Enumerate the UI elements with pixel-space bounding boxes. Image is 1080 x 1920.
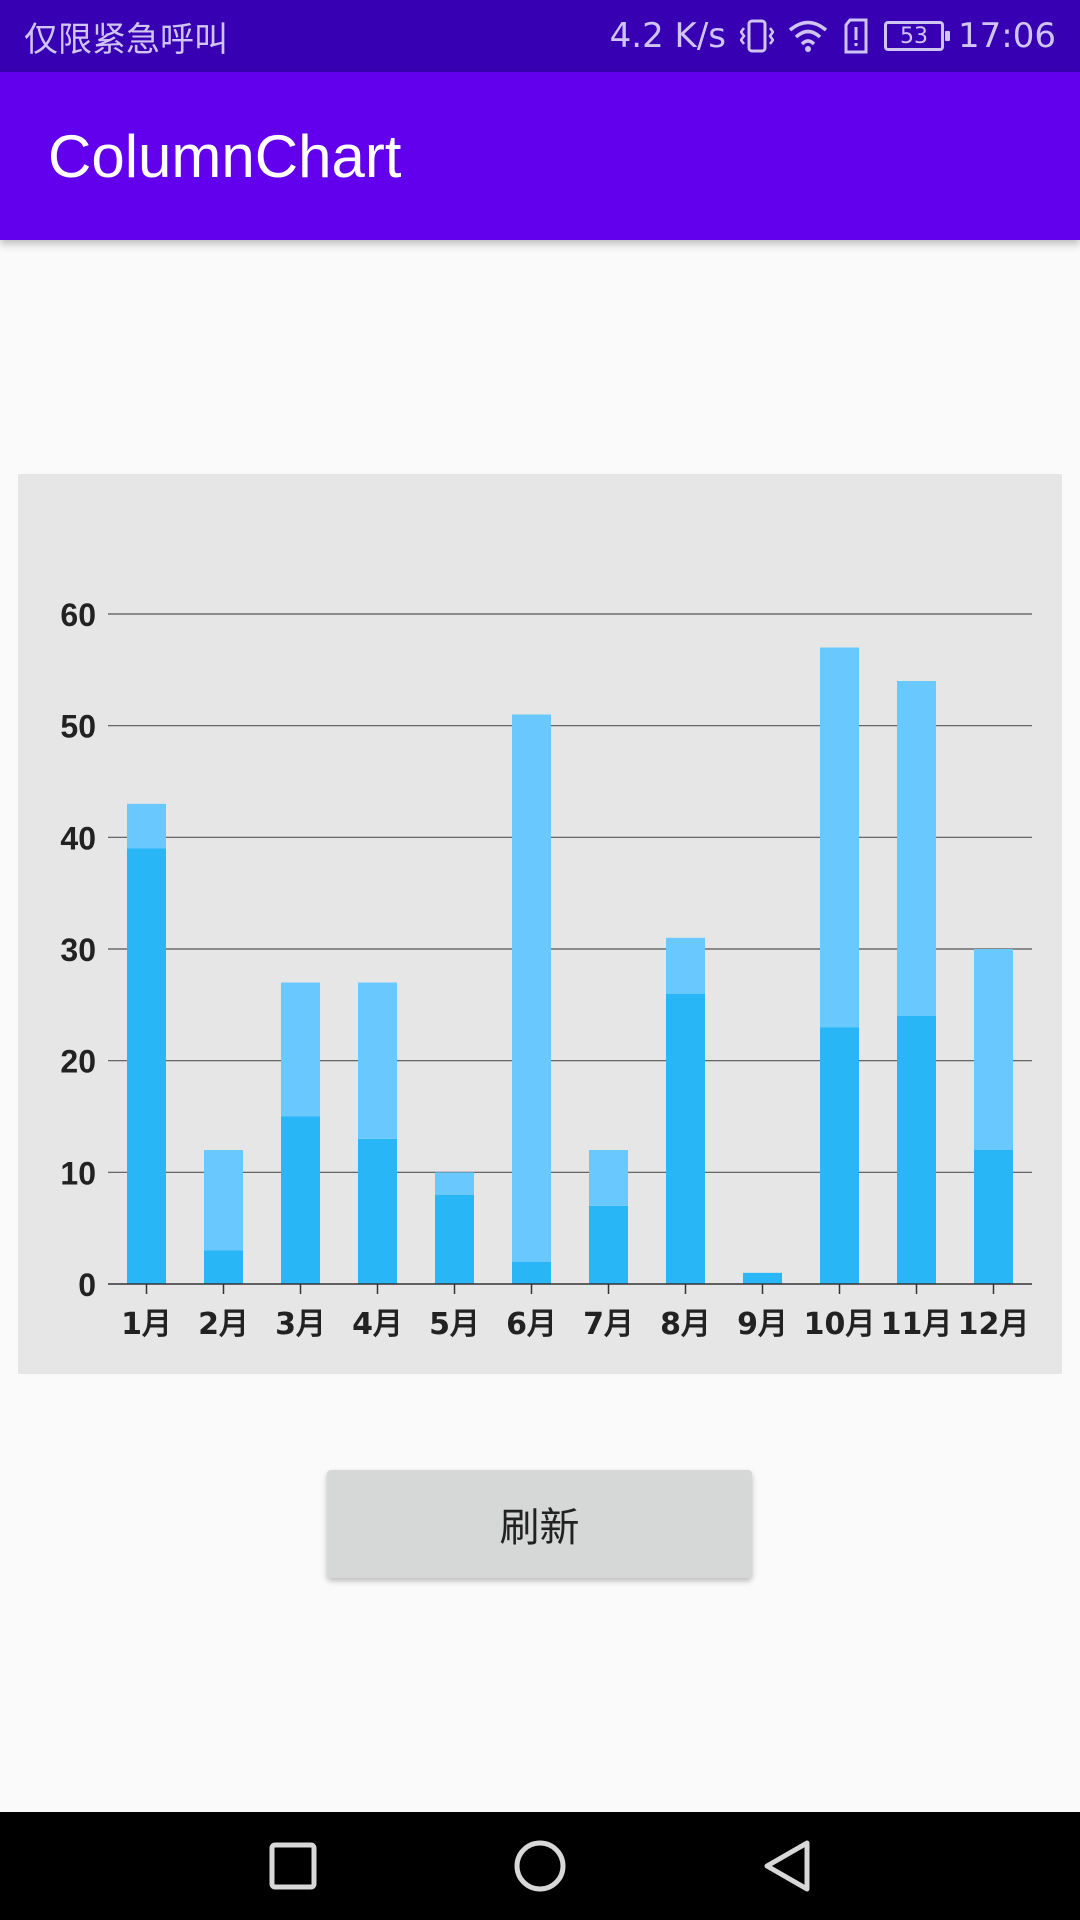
chart-svg: 0 10 20 30 40 50 60 1月 2月 3月 4月 5月 6月 7月 8月 9月 10月 11月 12月	[60, 597, 1032, 1342]
circle-icon	[514, 1840, 566, 1892]
square-icon	[269, 1842, 317, 1890]
y-tick-label: 50	[60, 709, 96, 745]
home-button[interactable]	[500, 1826, 580, 1906]
app-bar: ColumnChart	[0, 72, 1080, 240]
x-tick-label: 12月	[958, 1307, 1030, 1342]
refresh-button[interactable]: 刷新	[327, 1470, 752, 1578]
bar-segment-upper	[974, 949, 1013, 1150]
bar-segment-upper	[589, 1150, 628, 1206]
vibrate-icon	[740, 18, 775, 54]
status-bar: 仅限紧急呼叫 4.2 K/s 53 17:06	[0, 0, 1080, 72]
clock: 17:06	[958, 16, 1056, 56]
recent-apps-button[interactable]	[253, 1826, 333, 1906]
battery-icon: 53	[884, 21, 951, 51]
bar-segment-lower	[127, 848, 166, 1284]
bar-segment-upper	[358, 982, 397, 1139]
x-tick-label: 6月	[506, 1307, 557, 1342]
bar-segment-lower	[204, 1250, 243, 1284]
bar-segment-lower	[281, 1116, 320, 1284]
sim-alert-icon	[842, 18, 870, 54]
triangle-back-icon	[764, 1840, 810, 1892]
x-tick-label: 9月	[737, 1307, 788, 1342]
x-tick-label: 4月	[352, 1307, 403, 1342]
x-tick-label: 3月	[275, 1307, 326, 1342]
y-tick-label: 30	[60, 932, 96, 968]
x-tick-label: 7月	[583, 1307, 634, 1342]
x-tick-label: 1月	[121, 1307, 172, 1342]
bar-segment-lower	[589, 1205, 628, 1284]
bar-segment-lower	[974, 1150, 1013, 1284]
bar-segment-lower	[743, 1272, 782, 1284]
bar-segment-upper	[435, 1172, 474, 1195]
x-tick-label: 11月	[881, 1307, 953, 1342]
bar-segment-upper	[512, 714, 551, 1262]
bar-segment-lower	[820, 1027, 859, 1284]
carrier-text: 仅限紧急呼叫	[24, 19, 228, 60]
bar-segment-upper	[666, 937, 705, 994]
network-speed: 4.2 K/s	[609, 16, 727, 56]
y-tick-label: 20	[60, 1044, 96, 1080]
status-icons: 4.2 K/s 53 17:06	[610, 16, 1056, 56]
column-chart: 0 10 20 30 40 50 60 1月 2月 3月 4月 5月 6月 7月 8月 9月 10月 11月 12月	[18, 474, 1062, 1374]
bar-segment-lower	[512, 1261, 551, 1284]
x-tick-label: 2月	[198, 1307, 249, 1342]
y-tick-label: 0	[78, 1267, 96, 1303]
bar-segment-lower	[435, 1194, 474, 1284]
x-tick-label: 5月	[429, 1307, 480, 1342]
x-tick-label: 8月	[660, 1307, 711, 1342]
y-tick-label: 60	[60, 597, 96, 633]
bar-segment-upper	[204, 1150, 243, 1251]
x-tick-label: 10月	[804, 1307, 876, 1342]
bar-segment-upper	[127, 803, 166, 849]
bar-segment-lower	[897, 1016, 936, 1284]
navigation-bar	[0, 1812, 1080, 1920]
bar-segment-upper	[820, 647, 859, 1028]
y-tick-label: 40	[60, 820, 96, 856]
bar-segment-upper	[281, 982, 320, 1117]
bar-segment-lower	[358, 1138, 397, 1284]
back-button[interactable]	[747, 1826, 827, 1906]
bar-segment-lower	[666, 993, 705, 1284]
bar-segment-upper	[897, 681, 936, 1016]
app-title: ColumnChart	[48, 122, 402, 190]
wifi-icon	[788, 19, 828, 53]
y-tick-label: 10	[60, 1155, 96, 1191]
